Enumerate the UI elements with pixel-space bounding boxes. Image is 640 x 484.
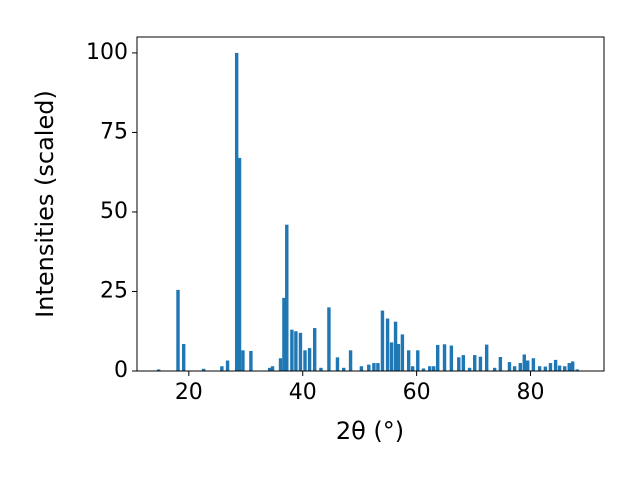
y-tick-label: 75	[100, 119, 128, 144]
bar	[562, 366, 567, 371]
bar	[457, 357, 461, 371]
y-axis-label: Intensities (scaled)	[31, 90, 59, 318]
bar	[537, 366, 542, 371]
bar	[359, 366, 364, 371]
bar	[327, 307, 331, 371]
bar	[181, 343, 186, 371]
bar	[335, 357, 340, 371]
x-tick-label: 80	[517, 380, 545, 405]
bar	[570, 361, 575, 371]
bar	[543, 366, 548, 371]
x-tick-label: 40	[289, 380, 317, 405]
bar	[385, 318, 390, 371]
bar	[410, 366, 415, 371]
bar	[473, 355, 477, 371]
bar	[241, 350, 245, 371]
bar	[285, 224, 289, 371]
bar	[492, 367, 497, 371]
bar	[512, 366, 517, 371]
bar	[467, 367, 472, 371]
bar	[567, 363, 571, 371]
bar	[298, 332, 303, 371]
y-tick-label: 50	[100, 199, 128, 224]
bar	[237, 157, 242, 371]
bar	[557, 365, 562, 371]
x-axis-label: 2θ (°)	[336, 417, 404, 445]
bar	[522, 354, 526, 371]
bar	[303, 350, 307, 371]
bar	[234, 52, 239, 372]
plot-frame	[136, 36, 605, 372]
bar	[312, 328, 317, 371]
bar	[278, 358, 283, 371]
x-tick-label: 20	[175, 380, 203, 405]
bar	[406, 350, 411, 371]
bar	[307, 348, 312, 371]
bar	[575, 369, 579, 371]
bar	[435, 344, 440, 371]
bar	[449, 345, 454, 371]
bar	[548, 363, 553, 371]
bar	[518, 363, 522, 371]
bar	[393, 321, 398, 371]
bar	[270, 366, 275, 371]
bar	[553, 359, 558, 371]
bar	[531, 358, 536, 371]
bar	[525, 360, 530, 371]
bar	[348, 350, 353, 371]
bar	[461, 355, 466, 371]
bar	[294, 331, 298, 371]
bar	[484, 344, 489, 371]
bar	[342, 367, 346, 371]
bar	[372, 363, 376, 371]
y-tick-label: 0	[114, 358, 128, 383]
bar	[442, 344, 447, 371]
bar	[201, 368, 206, 371]
bar	[478, 356, 483, 371]
bar	[432, 366, 436, 371]
bar	[507, 362, 512, 371]
bar	[498, 357, 503, 371]
bar	[396, 343, 401, 371]
bar	[282, 297, 286, 371]
bar	[376, 363, 380, 371]
bar	[156, 369, 161, 371]
bar	[290, 329, 294, 371]
bar	[428, 366, 432, 371]
bar	[389, 342, 394, 371]
bar	[176, 289, 180, 371]
y-tick-label: 25	[100, 278, 128, 303]
bar	[267, 367, 272, 371]
bar	[220, 366, 224, 371]
bar	[421, 368, 426, 371]
bar	[416, 350, 420, 371]
bar	[249, 350, 253, 371]
bar	[367, 364, 371, 371]
y-tick-label: 100	[86, 40, 128, 65]
bar	[319, 367, 323, 371]
bar	[225, 360, 230, 371]
bar	[400, 334, 405, 371]
bar	[380, 310, 385, 371]
x-tick-label: 60	[403, 380, 431, 405]
